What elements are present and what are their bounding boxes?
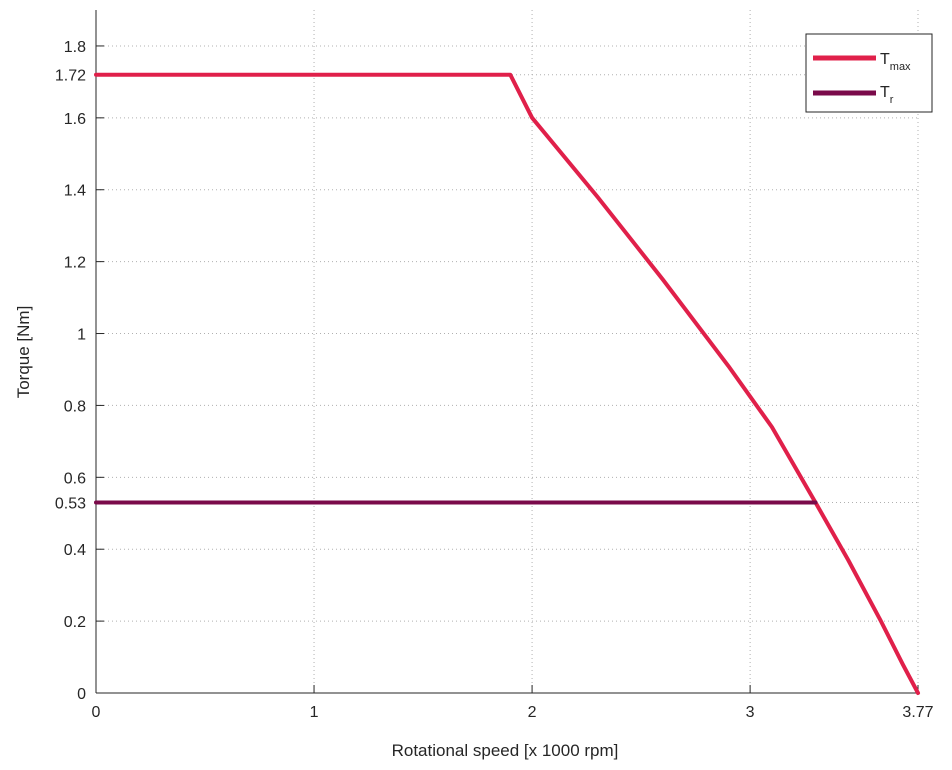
legend-label-tmax: Tmax bbox=[880, 51, 911, 73]
legend-label-tr: Tr bbox=[880, 84, 894, 106]
y-tick-label: 0.8 bbox=[64, 398, 86, 415]
y-tick-label: 1.6 bbox=[64, 111, 86, 128]
y-tick-label: 1 bbox=[77, 327, 86, 344]
tick-labels: 0 1 2 3 3.77 0 0.2 0.4 0.53 0.6 0.8 1 1.2 1.4 1.6 1.72 1… bbox=[55, 39, 934, 721]
y-tick-label: 0.6 bbox=[64, 470, 86, 487]
y-tick-label: 0.4 bbox=[64, 542, 86, 559]
x-tick-label: 3 bbox=[746, 704, 755, 721]
x-tick-label: 0 bbox=[92, 704, 101, 721]
x-tick-label: 3.77 bbox=[902, 704, 933, 721]
legend-box bbox=[805, 33, 933, 113]
y-tick-label: 1.2 bbox=[64, 255, 86, 272]
series-lines bbox=[94, 72, 920, 695]
series-line-tmax bbox=[94, 72, 920, 695]
y-tick-label: 1.72 bbox=[55, 68, 86, 85]
y-axis-title: Torque [Nm] bbox=[14, 306, 33, 399]
y-tick-label: 1.8 bbox=[64, 39, 86, 56]
x-tick-label: 2 bbox=[528, 704, 537, 721]
y-tick-label: 1.4 bbox=[64, 183, 86, 200]
y-tick-label: 0.2 bbox=[64, 614, 86, 631]
x-axis-title: Rotational speed [x 1000 rpm] bbox=[392, 741, 619, 760]
legend: Tmax Tr bbox=[805, 33, 933, 113]
axes bbox=[95, 10, 919, 694]
y-tick-label: 0.53 bbox=[55, 495, 86, 512]
y-tick-label: 0 bbox=[77, 686, 86, 703]
grid bbox=[96, 10, 919, 693]
x-tick-label: 1 bbox=[310, 704, 319, 721]
